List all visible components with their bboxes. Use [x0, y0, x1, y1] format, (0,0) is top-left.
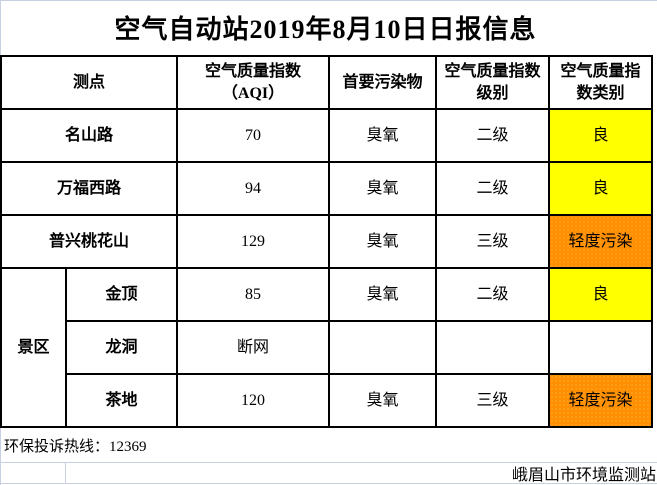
spreadsheet-gridline-footer — [65, 463, 66, 483]
aqi-cell: 94 — [176, 161, 331, 216]
pollutant-cell: 臭氧 — [328, 267, 438, 322]
aqi-cell: 70 — [176, 108, 331, 163]
pollutant-cell: 臭氧 — [328, 373, 438, 428]
footer-row: 峨眉山市环境监测站 — [0, 462, 657, 484]
level-cell — [435, 320, 551, 375]
group-cell-scenic-area: 景区 — [0, 267, 67, 428]
site-cell: 龙洞 — [64, 320, 179, 375]
category-cell: 良 — [548, 108, 654, 163]
level-cell: 三级 — [435, 373, 551, 428]
col-header-level: 空气质量指数 级别 — [435, 55, 551, 110]
category-cell: 轻度污染 — [548, 214, 654, 269]
site-cell: 茶地 — [64, 373, 179, 428]
level-cell: 二级 — [435, 267, 551, 322]
aqi-cell: 85 — [176, 267, 331, 322]
site-cell: 金顶 — [64, 267, 179, 322]
category-cell: 良 — [548, 161, 654, 216]
col-header-aqi: 空气质量指数 （AQI） — [176, 55, 331, 110]
site-cell: 普兴桃花山 — [0, 214, 179, 269]
category-cell: 轻度污染 — [548, 373, 654, 428]
air-quality-table: 测点 空气质量指数 （AQI） 首要污染物 空气质量指数 级别 空气质量指 数类… — [0, 55, 654, 428]
pollutant-cell: 臭氧 — [328, 108, 438, 163]
site-cell: 名山路 — [0, 108, 179, 163]
level-cell: 三级 — [435, 214, 551, 269]
category-cell — [548, 320, 654, 375]
pollutant-cell — [328, 320, 438, 375]
table-row: 茶地 120 臭氧 三级 轻度污染 — [1, 373, 654, 428]
aqi-cell: 129 — [176, 214, 331, 269]
pollutant-cell: 臭氧 — [328, 161, 438, 216]
pollutant-cell: 臭氧 — [328, 214, 438, 269]
organization-name: 峨眉山市环境监测站 — [511, 467, 656, 484]
level-cell: 二级 — [435, 108, 551, 163]
header-row: 测点 空气质量指数 （AQI） 首要污染物 空气质量指数 级别 空气质量指 数类… — [0, 55, 654, 110]
aqi-cell: 120 — [176, 373, 331, 428]
site-cell: 万福西路 — [0, 161, 179, 216]
col-header-pollutant: 首要污染物 — [328, 55, 438, 110]
aqi-cell: 断网 — [176, 320, 331, 375]
table-row: 万福西路 94 臭氧 二级 良 — [0, 161, 654, 216]
col-header-site: 测点 — [0, 55, 179, 110]
category-cell: 良 — [548, 267, 654, 322]
level-cell: 二级 — [435, 161, 551, 216]
table-row: 普兴桃花山 129 臭氧 三级 轻度污染 — [0, 214, 654, 269]
table-row: 龙洞 断网 — [1, 320, 654, 375]
table-row: 景区 金顶 85 臭氧 二级 良 — [0, 267, 654, 428]
col-header-category: 空气质量指 数类别 — [548, 55, 654, 110]
spreadsheet-gridline-top — [0, 0, 657, 1]
report-title: 空气自动站2019年8月10日日报信息 — [114, 15, 537, 44]
hotline-text: 环保投诉热线：12369 — [4, 438, 147, 455]
table-row: 名山路 70 臭氧 二级 良 — [0, 108, 654, 163]
